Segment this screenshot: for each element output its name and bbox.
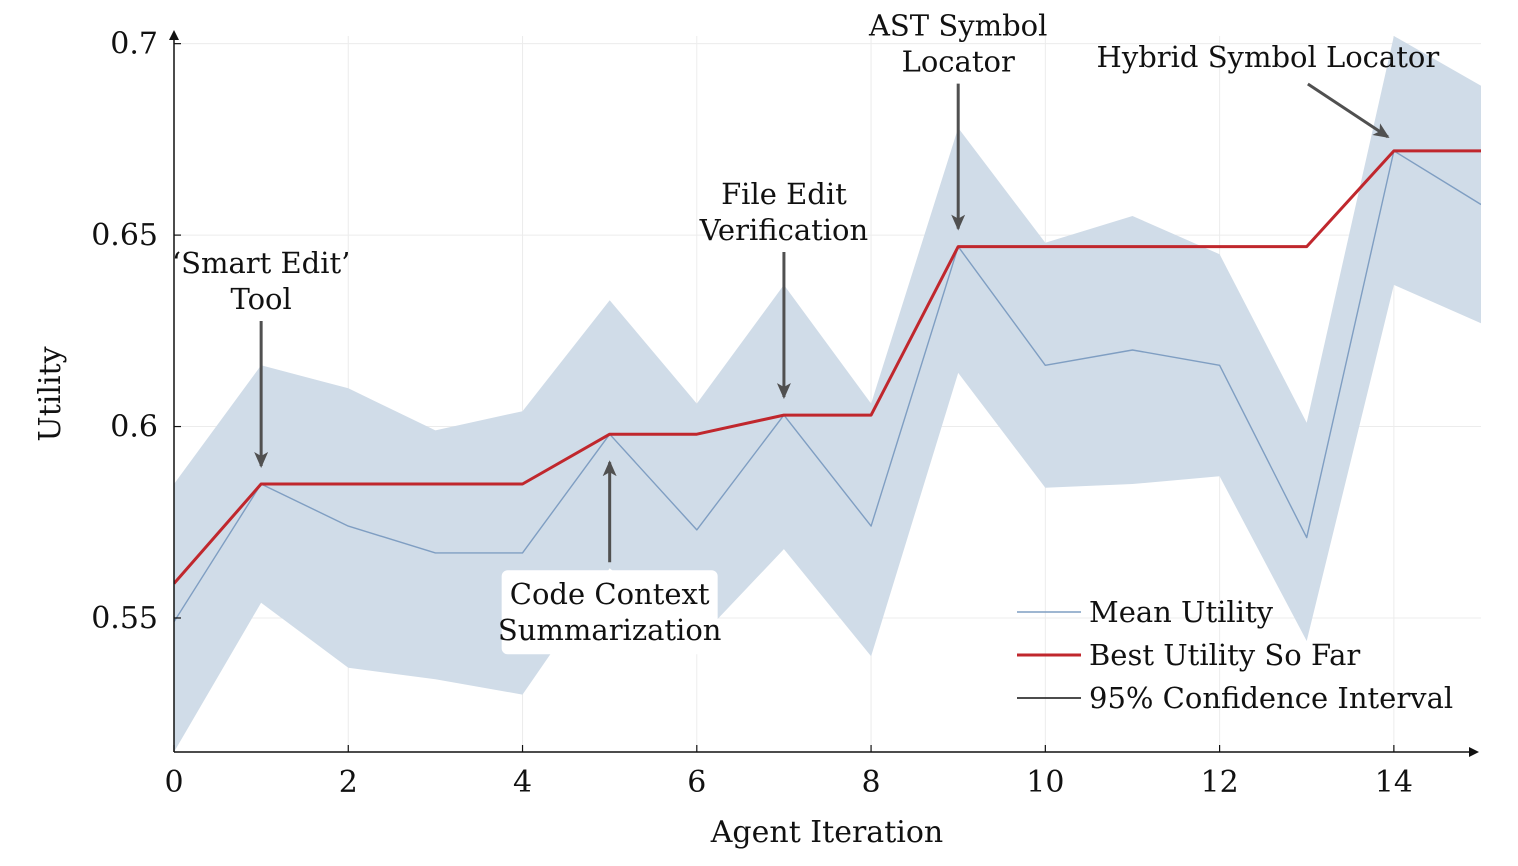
x-tick-label: 2 xyxy=(339,765,358,800)
annotation-box xyxy=(501,570,718,655)
annotation-text: ‘Smart Edit’ xyxy=(172,246,351,280)
series-line-layer xyxy=(174,149,1481,623)
legend-label: Mean Utility xyxy=(1089,595,1274,629)
annotations: ‘Smart Edit’Tool Code ContextSummarizatio… xyxy=(172,9,1439,655)
x-tick-label: 8 xyxy=(862,765,881,800)
x-tick-label: 0 xyxy=(164,765,183,800)
annotation-arrow xyxy=(1307,82,1390,139)
y-tick-label: 0.6 xyxy=(110,410,158,445)
y-axis-title: Utility xyxy=(33,346,68,441)
y-tick-label: 0.65 xyxy=(91,218,158,253)
legend-label: Best Utility So Far xyxy=(1089,638,1360,672)
y-tick-label: 0.55 xyxy=(91,601,158,636)
x-tick-label: 4 xyxy=(513,765,532,800)
annotation-smart-edit: ‘Smart Edit’Tool xyxy=(172,246,351,468)
annotation-text: Tool xyxy=(230,282,291,316)
legend-label: 95% Confidence Interval xyxy=(1089,681,1453,715)
x-tick-label: 10 xyxy=(1026,765,1064,800)
y-tick-label: 0.7 xyxy=(110,27,158,62)
legend: Mean Utility Best Utility So Far 95% Confi… xyxy=(1017,595,1453,715)
confidence-interval-band xyxy=(174,36,1481,752)
x-tick-label: 14 xyxy=(1375,765,1413,800)
annotation-text: AST Symbol xyxy=(868,9,1047,43)
confidence-band-layer xyxy=(174,36,1481,752)
annotation-text: Hybrid Symbol Locator xyxy=(1097,40,1440,74)
x-tick-label: 6 xyxy=(687,765,706,800)
best-utility-line xyxy=(174,149,1481,585)
annotation-text: Code Context xyxy=(510,577,710,611)
annotation-hybrid-symbol: Hybrid Symbol Locator xyxy=(1097,40,1440,139)
tick-labels: 0 2 4 6 8 10 12 14 0.55 0.6 0.65 0.7 xyxy=(91,27,1413,800)
annotation-text: File Edit xyxy=(721,177,847,211)
mean-utility-line xyxy=(174,150,1481,623)
annotation-text: Verification xyxy=(699,213,869,247)
annotation-text: Summarization xyxy=(498,613,722,647)
axes xyxy=(169,30,1479,757)
x-axis-title: Agent Iteration xyxy=(710,815,943,850)
x-tick-label: 12 xyxy=(1201,765,1239,800)
annotation-text: Locator xyxy=(902,45,1015,79)
